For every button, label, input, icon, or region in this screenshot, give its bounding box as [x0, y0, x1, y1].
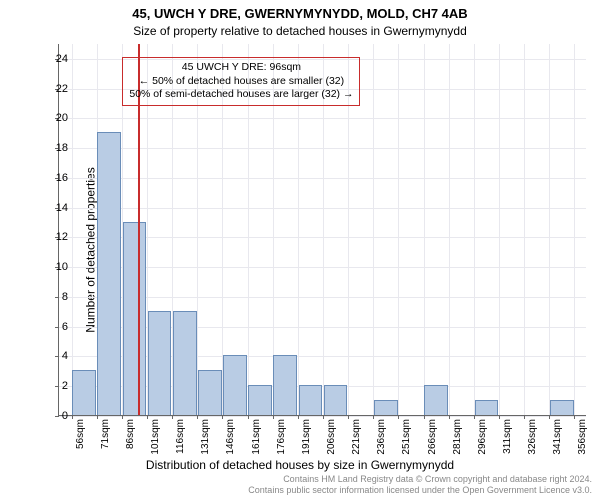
xtick-mark — [172, 415, 173, 419]
xtick-mark — [574, 415, 575, 419]
xtick-label: 206sqm — [326, 419, 337, 455]
xtick-label: 266sqm — [427, 419, 438, 455]
bar — [148, 311, 172, 415]
ytick-label: 4 — [44, 350, 68, 362]
xtick-mark — [323, 415, 324, 419]
gridline-v — [549, 44, 550, 415]
bar — [198, 370, 222, 415]
xtick-label: 221sqm — [351, 419, 362, 455]
bar — [424, 385, 448, 415]
xtick-mark — [398, 415, 399, 419]
xtick-mark — [222, 415, 223, 419]
ytick-label: 20 — [44, 112, 68, 124]
bar — [299, 385, 323, 415]
gridline-v — [398, 44, 399, 415]
xtick-label: 176sqm — [276, 419, 287, 455]
gridline-v — [373, 44, 374, 415]
xtick-label: 86sqm — [125, 419, 136, 449]
bar — [173, 311, 197, 415]
gridline-v — [524, 44, 525, 415]
xtick-mark — [549, 415, 550, 419]
xtick-label: 251sqm — [401, 419, 412, 455]
xtick-label: 281sqm — [452, 419, 463, 455]
gridline-v — [72, 44, 73, 415]
annotation-box: 45 UWCH Y DRE: 96sqm← 50% of detached ho… — [122, 57, 360, 106]
xtick-label: 71sqm — [100, 419, 111, 449]
xtick-mark — [474, 415, 475, 419]
xtick-mark — [273, 415, 274, 419]
xtick-label: 341sqm — [552, 419, 563, 455]
ytick-label: 16 — [44, 172, 68, 184]
xtick-label: 146sqm — [225, 419, 236, 455]
ytick-label: 2 — [44, 380, 68, 392]
xtick-label: 326sqm — [527, 419, 538, 455]
xtick-mark — [449, 415, 450, 419]
xtick-mark — [348, 415, 349, 419]
gridline-v — [474, 44, 475, 415]
annotation-line-3: 50% of semi-detached houses are larger (… — [129, 88, 353, 102]
chart-subtitle: Size of property relative to detached ho… — [0, 24, 600, 38]
bar — [475, 400, 499, 415]
xtick-label: 116sqm — [175, 419, 186, 454]
chart-footer: Contains HM Land Registry data © Crown c… — [248, 474, 592, 496]
ytick-label: 22 — [44, 83, 68, 95]
gridline-v — [499, 44, 500, 415]
xtick-mark — [424, 415, 425, 419]
xtick-mark — [197, 415, 198, 419]
bar — [273, 355, 297, 415]
xtick-mark — [524, 415, 525, 419]
annotation-line-2: ← 50% of detached houses are smaller (32… — [129, 75, 353, 89]
xtick-mark — [147, 415, 148, 419]
bar — [248, 385, 272, 415]
xtick-mark — [72, 415, 73, 419]
ytick-label: 6 — [44, 321, 68, 333]
footer-line-2: Contains public sector information licen… — [248, 485, 592, 496]
ytick-label: 12 — [44, 231, 68, 243]
gridline-v — [574, 44, 575, 415]
xtick-mark — [248, 415, 249, 419]
bar — [223, 355, 247, 415]
bar — [123, 222, 147, 415]
gridline-v — [449, 44, 450, 415]
footer-line-1: Contains HM Land Registry data © Crown c… — [248, 474, 592, 485]
bar — [550, 400, 574, 415]
property-size-chart: 45, UWCH Y DRE, GWERNYMYNYDD, MOLD, CH7 … — [0, 0, 600, 500]
xtick-label: 101sqm — [150, 419, 161, 455]
chart-title: 45, UWCH Y DRE, GWERNYMYNYDD, MOLD, CH7 … — [0, 6, 600, 21]
bar — [72, 370, 96, 415]
xtick-label: 56sqm — [75, 419, 86, 449]
ytick-label: 8 — [44, 291, 68, 303]
bar — [97, 132, 121, 415]
x-axis-label: Distribution of detached houses by size … — [0, 458, 600, 472]
ytick-label: 24 — [44, 53, 68, 65]
ytick-label: 0 — [44, 410, 68, 422]
xtick-mark — [122, 415, 123, 419]
xtick-label: 296sqm — [477, 419, 488, 455]
bar — [324, 385, 348, 415]
ytick-label: 18 — [44, 142, 68, 154]
ytick-label: 10 — [44, 261, 68, 273]
xtick-label: 236sqm — [376, 419, 387, 455]
xtick-label: 131sqm — [200, 419, 211, 455]
annotation-line-1: 45 UWCH Y DRE: 96sqm — [129, 61, 353, 75]
xtick-mark — [499, 415, 500, 419]
xtick-label: 311sqm — [502, 419, 513, 454]
xtick-mark — [97, 415, 98, 419]
xtick-label: 191sqm — [301, 419, 312, 455]
gridline-v — [424, 44, 425, 415]
xtick-label: 161sqm — [251, 419, 262, 455]
bar — [374, 400, 398, 415]
xtick-mark — [298, 415, 299, 419]
xtick-mark — [373, 415, 374, 419]
xtick-label: 356sqm — [577, 419, 588, 455]
ytick-label: 14 — [44, 202, 68, 214]
plot-area: 56sqm71sqm86sqm101sqm116sqm131sqm146sqm1… — [58, 44, 586, 416]
